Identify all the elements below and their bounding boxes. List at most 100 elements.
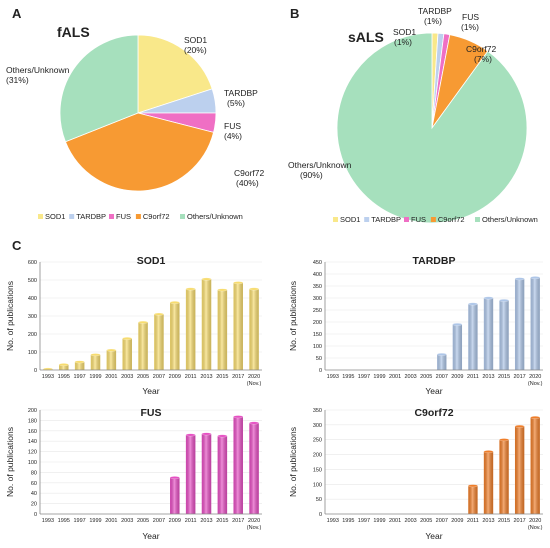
pie-slice-c9orf72 (64, 112, 215, 192)
bar-shading-1995 (59, 364, 69, 370)
x-tick-label: 2011 (467, 374, 479, 380)
legend-label-sod1: SOD1 (45, 212, 65, 221)
y-tick-label: 250 (313, 308, 322, 314)
bar-shading-2013 (483, 451, 494, 514)
bar-cap-2020 (249, 421, 260, 425)
y-tick-label: 120 (28, 450, 37, 456)
bar-cap-2011 (468, 484, 478, 488)
x-tick-label: 2003 (405, 374, 417, 380)
bar-cap-2009 (452, 322, 463, 326)
bar-cap-2007 (436, 352, 447, 356)
x-tick-note: (Nov.) (247, 381, 262, 387)
pie-chart-sals: sALS SOD1 (1%) TARDBP (1%) FUS (1%) C9or… (288, 6, 538, 224)
x-tick-label: 1993 (327, 518, 339, 524)
x-tick-label: 2009 (169, 374, 181, 380)
bar-shading-2013 (201, 279, 212, 370)
x-tick-label: 2017 (232, 374, 244, 380)
bar-shading-2017 (233, 416, 243, 514)
bar-cap-2013 (201, 277, 212, 281)
bar-shading-2013 (201, 433, 212, 514)
legend-swatch-tardbp (69, 214, 75, 219)
bar-cap-2017 (514, 424, 525, 428)
x-tick-label: 2013 (482, 374, 494, 380)
bar-cap-2011 (185, 287, 196, 291)
bar-cap-2011 (468, 302, 478, 306)
bar-cap-2015 (499, 298, 509, 302)
pie-slice-others-unknown (59, 34, 139, 143)
x-tick-label: 2015 (498, 518, 510, 524)
legend-label-fus: FUS (411, 215, 426, 224)
pie-label-sod1: SOD1 (1%) (393, 27, 416, 47)
x-tick-label: 1993 (327, 374, 339, 380)
y-tick-label: 0 (319, 368, 322, 374)
bar-shading-2009 (170, 477, 180, 514)
x-tick-label: 2003 (121, 374, 133, 380)
x-tick-label: 1999 (373, 374, 385, 380)
x-tick-label: 2001 (105, 518, 117, 524)
x-tick-label: 1999 (89, 374, 101, 380)
y-tick-label: 400 (28, 296, 37, 302)
y-tick-label: 350 (313, 408, 322, 414)
slice-label: FUS (224, 121, 241, 131)
legend-label-c9orf72: C9orf72 (143, 212, 170, 221)
slice-value: (31%) (6, 75, 29, 85)
bar-shading-2017 (233, 282, 243, 370)
pie-legend: SOD1 TARDBP FUS C9orf72 Others/Unknown (38, 212, 243, 221)
y-tick-label: 180 (28, 418, 37, 424)
slice-label: C9orf72 (234, 168, 265, 178)
slice-value: (5%) (227, 98, 245, 108)
slice-label: TARDBP (418, 6, 452, 16)
bar-shading-2001 (106, 350, 117, 370)
pie-label-tardbp: TARDBP (5%) (224, 88, 258, 108)
y-axis-label: No. of publications (5, 427, 15, 497)
bar-shading-2011 (185, 289, 196, 370)
y-tick-label: 40 (31, 491, 37, 497)
bar-cap-2005 (138, 320, 149, 324)
bar-shading-2009 (452, 324, 463, 370)
x-tick-label: 1999 (89, 518, 101, 524)
y-axis-label: No. of publications (288, 427, 298, 497)
legend-label-fus: FUS (116, 212, 131, 221)
x-tick-label: 2013 (200, 518, 212, 524)
bar-shading-2017 (514, 426, 525, 514)
bar-cap-2007 (153, 312, 164, 316)
x-tick-label: 2015 (498, 374, 510, 380)
bar-cap-1997 (74, 360, 85, 364)
x-tick-label: 2017 (514, 374, 526, 380)
legend-swatch-fus (404, 217, 409, 222)
x-tick-label: 1997 (358, 518, 370, 524)
y-tick-label: 0 (319, 512, 322, 518)
y-tick-label: 0 (34, 368, 37, 374)
x-tick-label: 1997 (74, 518, 86, 524)
y-tick-label: 400 (313, 272, 322, 278)
legend-swatch-others-unknown (180, 214, 185, 219)
slice-label: Others/Unknown (6, 65, 70, 75)
chart-title: C9orf72 (414, 407, 453, 419)
legend-label-sod1: SOD1 (340, 215, 360, 224)
bar-shading-2007 (437, 354, 447, 370)
y-tick-label: 150 (313, 332, 322, 338)
bar-cap-1995 (58, 363, 69, 366)
x-tick-label: 2017 (232, 518, 244, 524)
y-tick-label: 60 (31, 481, 37, 487)
x-tick-label: 2020 (529, 374, 541, 380)
x-tick-label: 2001 (105, 374, 117, 380)
bar-cap-2009 (169, 301, 180, 304)
bar-cap-2020 (530, 416, 541, 419)
y-tick-label: 250 (313, 438, 322, 444)
x-tick-label: 2011 (185, 374, 197, 380)
bar-cap-2017 (233, 415, 244, 419)
bar-cap-2020 (530, 276, 541, 279)
slice-value: (4%) (224, 131, 242, 141)
bar-cap-2011 (185, 433, 196, 437)
bar-shading-2015 (499, 300, 509, 370)
x-tick-label: 2005 (137, 374, 149, 380)
x-tick-label: 1999 (373, 518, 385, 524)
bar-chart-tardbp: 0 50 100 150 200 250 300 350 400 450 1993 1995 1997… (288, 255, 543, 396)
x-tick-label: 1997 (74, 374, 86, 380)
y-tick-label: 300 (313, 296, 322, 302)
legend-swatch-others-unknown (475, 217, 480, 222)
pie-label-c9orf72: C9orf72 (7%) (466, 44, 497, 64)
x-axis-label: Year (142, 531, 159, 541)
bar-shading-2015 (217, 289, 228, 370)
